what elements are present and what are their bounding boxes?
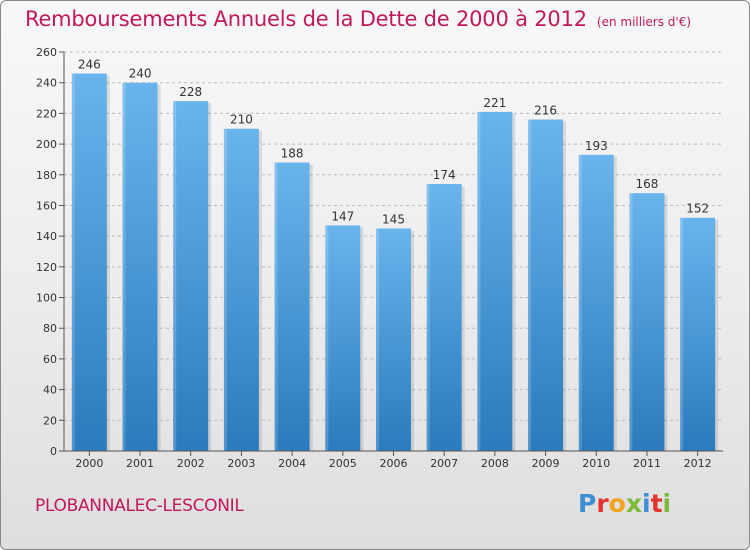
y-tick-label: 40: [43, 384, 57, 397]
data-label: 174: [433, 168, 456, 182]
bar-highlight: [528, 119, 532, 452]
data-label: 210: [230, 113, 253, 127]
bar: [122, 82, 158, 451]
bar-highlight: [71, 73, 75, 451]
x-tick-label: 2003: [227, 457, 255, 470]
y-tick-label: 60: [43, 353, 57, 366]
x-tick-label: 2011: [633, 457, 661, 470]
chart-title: Remboursements Annuels de la Dette de 20…: [25, 7, 587, 31]
bar-highlight: [122, 82, 126, 451]
data-label: 246: [78, 57, 101, 71]
bar: [71, 73, 107, 451]
commune-name: PLOBANNALEC-LESCONIL: [35, 496, 244, 516]
bar: [376, 228, 411, 451]
bar-layer: 246 240 228 210 188 147 145 174 221 216 193 168 152: [71, 57, 719, 452]
bar-highlight: [223, 128, 227, 451]
bar-highlight: [426, 183, 430, 451]
x-tick-label: 2006: [380, 457, 408, 470]
bar-highlight: [325, 225, 329, 451]
y-tick-label: 200: [36, 138, 57, 151]
data-label: 168: [636, 177, 659, 191]
data-label: 221: [483, 96, 506, 110]
bar: [173, 101, 209, 451]
bar-highlight: [376, 228, 379, 451]
bar: [578, 154, 614, 452]
title-block: Remboursements Annuels de la Dette de 20…: [25, 7, 691, 31]
x-tick-label: 2012: [684, 457, 712, 470]
bar-highlight: [477, 111, 481, 451]
y-tick-label: 120: [36, 261, 57, 274]
data-label: 188: [281, 146, 304, 160]
y-tick-label: 220: [36, 107, 57, 120]
data-label: 145: [382, 212, 405, 226]
axis-layer: 0 20 40 60 80 100 120 140 160 180 200 220 240 260 2000…: [36, 46, 723, 470]
x-tick-label: 2004: [278, 457, 306, 470]
x-tick-label: 2009: [532, 457, 560, 470]
y-tick-label: 180: [36, 169, 57, 182]
data-label: 193: [585, 139, 608, 153]
y-tick-label: 80: [43, 322, 57, 335]
bar: [223, 128, 259, 451]
y-tick-label: 100: [36, 292, 57, 305]
y-tick-label: 240: [36, 77, 57, 90]
x-tick-label: 2002: [177, 457, 205, 470]
data-label: 147: [331, 209, 354, 223]
bar: [274, 162, 310, 451]
chart-subtitle: (en milliers d'€): [596, 15, 692, 29]
bar: [528, 119, 564, 452]
x-tick-label: 2001: [126, 457, 154, 470]
x-tick-label: 2010: [582, 457, 610, 470]
bar: [477, 111, 513, 451]
bar: [629, 193, 665, 451]
bar-highlight: [274, 162, 278, 451]
y-tick-label: 160: [36, 199, 57, 212]
x-tick-label: 2008: [481, 457, 509, 470]
bar-highlight: [629, 193, 633, 451]
bar: [680, 217, 716, 451]
y-tick-label: 0: [50, 445, 57, 458]
data-label: 240: [129, 67, 152, 81]
proxiti-logo[interactable]: Proxiti: [578, 489, 672, 518]
bar: [426, 183, 462, 451]
y-tick-label: 140: [36, 230, 57, 243]
y-tick-label: 260: [36, 46, 57, 59]
x-tick-label: 2007: [430, 457, 458, 470]
bar-highlight: [578, 154, 582, 452]
data-label: 228: [179, 85, 202, 99]
bar-highlight: [173, 101, 177, 451]
bar-highlight: [680, 217, 684, 451]
y-tick-label: 20: [43, 414, 57, 427]
data-label: 152: [686, 202, 709, 216]
data-label: 216: [534, 104, 557, 118]
bar: [325, 225, 361, 451]
x-tick-label: 2005: [329, 457, 357, 470]
x-tick-label: 2000: [75, 457, 103, 470]
